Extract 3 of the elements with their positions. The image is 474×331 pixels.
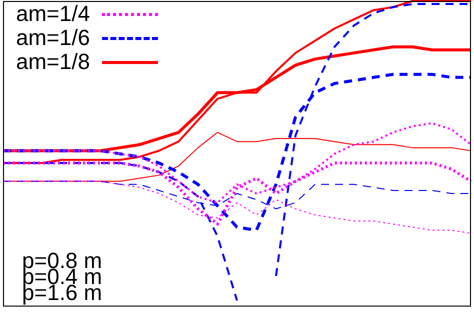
legend-label: am=1/8 xyxy=(16,49,90,74)
legend-label: am=1/6 xyxy=(16,25,90,50)
legend-label: am=1/4 xyxy=(16,1,90,26)
